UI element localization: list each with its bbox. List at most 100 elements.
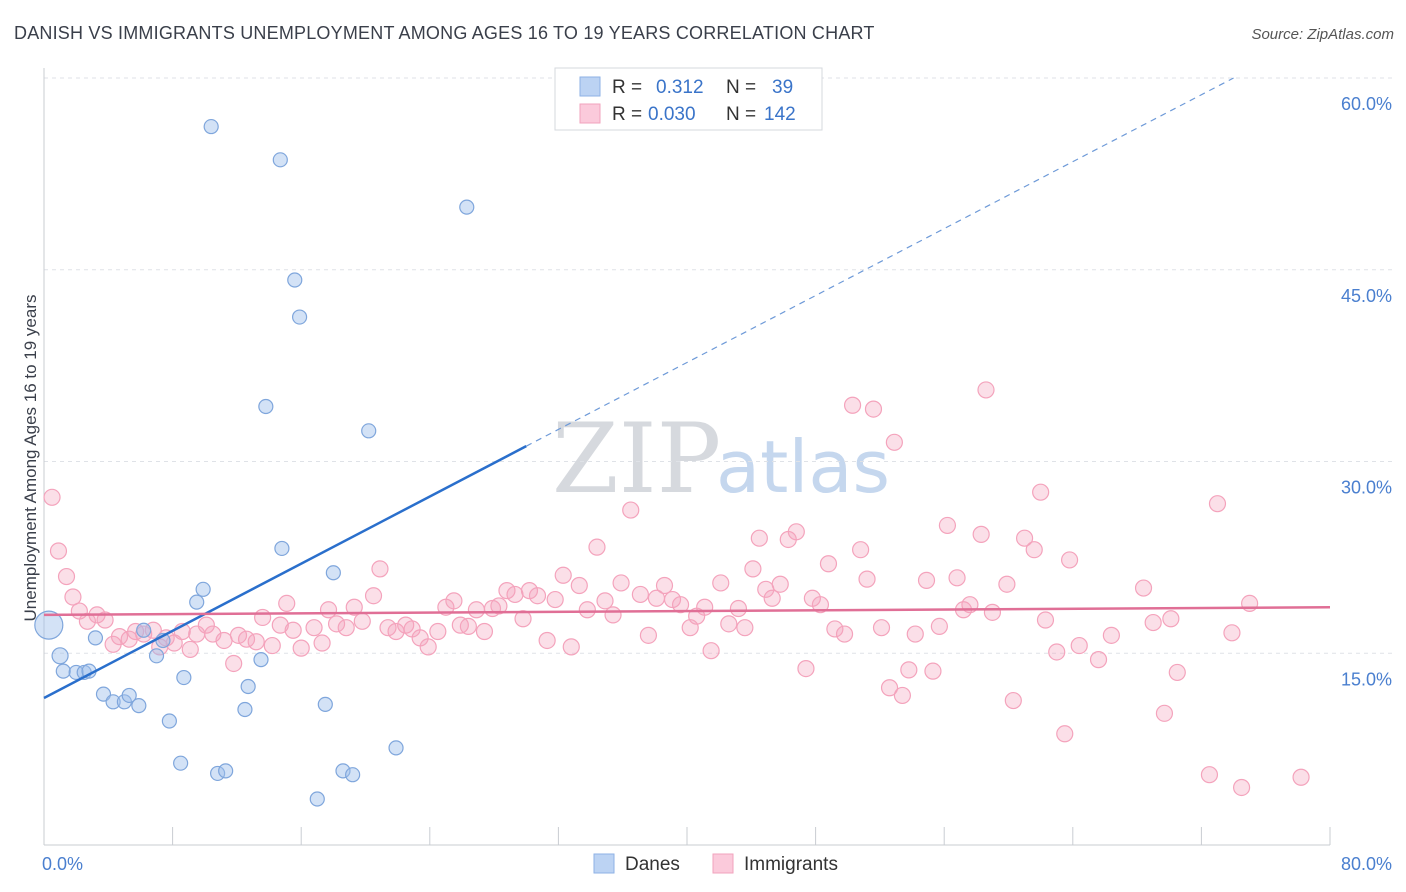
danes-point-13 [148,648,165,664]
x-tick-label-max: 80.0% [1341,854,1392,874]
immigrants-point-94 [797,659,815,678]
immigrants-point-35 [319,601,338,619]
immigrants-point-24 [229,626,248,644]
immigrants-point-9 [110,628,129,646]
watermark-zip: ZIP [552,403,721,515]
danes-point-25 [253,652,269,668]
immigrants-point-97 [819,555,838,573]
immigrants-point-114 [948,569,966,587]
x-tick-label-min: 0.0% [42,854,83,874]
immigrants-point-22 [215,631,233,650]
y-tick-label-2: 45.0% [1341,286,1392,306]
danes-point-28 [274,540,290,557]
immigrants-point-124 [1032,483,1050,501]
immigrants-point-27 [254,608,272,627]
trend-lines [43,77,1331,700]
immigrants-point-127 [1056,725,1074,743]
immigrants-point-47 [419,638,437,656]
immigrants-point-50 [445,592,463,610]
legend-swatch-danes [579,76,601,97]
immigrants-point-41 [371,560,389,578]
danes-point-1 [51,647,69,665]
immigrants-point-106 [885,433,903,451]
immigrants-point-112 [930,617,948,636]
immigrants-point-48 [429,622,447,641]
y-axis-label: Unemployment Among Ages 16 to 19 years [21,295,40,622]
immigrants-point-87 [744,560,762,578]
immigrants-point-93 [787,523,805,541]
legend-r-value-danes: 0.312 [656,77,704,98]
immigrants-point-91 [771,575,789,593]
immigrants-point-129 [1070,636,1088,655]
series-legend: Danes Immigrants [593,853,838,875]
immigrants-point-104 [872,619,891,637]
immigrants-point-40 [364,587,383,605]
immigrants-point-32 [292,639,310,657]
danes-point-32 [317,696,333,712]
immigrants-point-0 [43,488,61,506]
immigrants-point-73 [631,585,649,604]
series-legend-swatch-danes [593,853,615,874]
legend-n-label-immigrants: N = [726,104,756,125]
immigrants-point-78 [671,596,690,614]
immigrants-point-101 [852,541,870,559]
danes-point-10 [121,687,137,704]
danes-point-11 [131,698,147,714]
immigrants-point-109 [906,625,924,643]
legend-n-value-immigrants: 142 [764,104,796,125]
series-legend-label-danes: Danes [625,854,680,875]
immigrants-point-108 [900,661,918,679]
danes-point-35 [345,767,361,783]
series-legend-label-immigrants: Immigrants [744,854,838,875]
series-danes [34,118,475,807]
immigrants-point-7 [96,611,114,629]
danes-point-37 [388,740,404,756]
immigrants-point-68 [588,538,606,556]
immigrants-point-63 [546,590,564,609]
danes-point-30 [291,309,308,325]
immigrants-point-30 [278,594,296,612]
immigrants-point-67 [578,601,596,619]
immigrants-point-72 [622,501,640,519]
y-tick-label-3: 60.0% [1341,94,1392,114]
immigrants-point-57 [498,582,516,600]
danes-point-18 [189,594,205,610]
immigrants-point-38 [345,598,363,616]
danes-point-22 [218,763,234,779]
immigrants-point-119 [983,603,1002,621]
y-tick-label-0: 15.0% [1341,669,1392,689]
immigrants-point-131 [1102,626,1120,644]
axes [43,68,1331,846]
danes-point-38 [459,199,475,215]
danes-point-15 [161,713,177,729]
immigrants-point-107 [893,686,912,705]
danes-point-29 [287,272,303,288]
immigrants-point-34 [313,634,331,652]
y-tick-label-1: 30.0% [1341,478,1392,498]
immigrants-point-100 [843,396,862,414]
danes-trend-line [43,445,527,700]
immigrants-point-58 [506,585,524,604]
immigrants-point-103 [864,400,883,418]
immigrants-point-69 [596,592,614,610]
immigrants-point-137 [1200,766,1219,784]
immigrants-point-64 [554,566,572,584]
immigrants-point-36 [327,615,346,633]
immigrants-point-74 [639,626,658,644]
immigrants-point-118 [977,381,995,399]
danes-point-36 [361,423,377,439]
immigrants-point-128 [1060,551,1079,569]
immigrants-point-134 [1155,704,1174,722]
immigrants-point-117 [972,525,990,543]
immigrants-point-139 [1223,624,1241,642]
immigrants-point-113 [938,516,957,535]
immigrants-point-86 [736,619,754,637]
legend-n-value-danes: 39 [772,77,793,98]
immigrants-point-140 [1232,778,1251,797]
immigrants-point-85 [729,599,748,618]
immigrants-point-70 [604,606,622,624]
danes-point-34 [335,763,351,779]
danes-point-0 [34,610,64,640]
immigrants-point-23 [225,654,243,673]
immigrants-point-99 [835,625,854,643]
